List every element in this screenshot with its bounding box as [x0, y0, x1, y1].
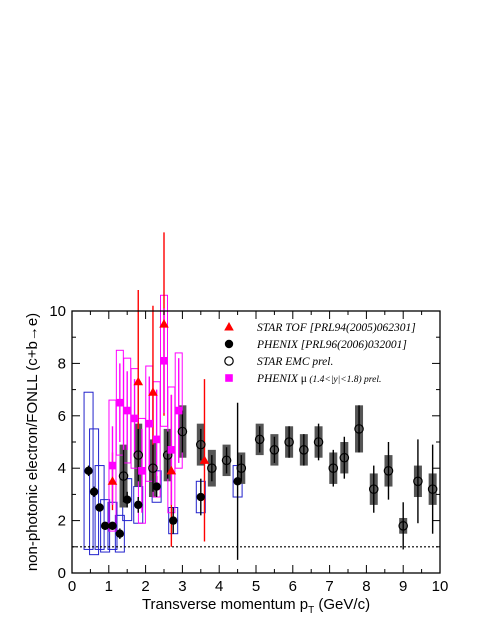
star-emc-point: [269, 445, 280, 455]
star-emc-point: [299, 445, 309, 455]
star-emc-point: [177, 426, 188, 437]
x-tick-label: 8: [362, 578, 370, 595]
phenix-point: [196, 492, 205, 502]
statistical-error-layer: [87, 232, 434, 560]
star-emc-point: [339, 452, 350, 463]
phenix-mu-point: [160, 356, 168, 365]
marker-layer: [84, 319, 438, 538]
x-tick-label: 6: [289, 578, 297, 595]
star-tof-point: [148, 387, 158, 396]
phenix-mu-point: [152, 435, 161, 444]
star-tof-point: [159, 319, 169, 328]
star-emc-point: [254, 434, 265, 445]
phenix-point: [100, 521, 110, 531]
star-emc-point: [284, 437, 294, 447]
star-emc-point: [148, 463, 158, 473]
phenix-point: [134, 500, 143, 510]
x-tick-label: 3: [178, 578, 186, 595]
star-tof-point: [133, 376, 144, 386]
legend-label-phenix: PHENIX [PRL96(2006)032001]: [256, 339, 407, 351]
x-tick-label: 9: [399, 578, 407, 595]
legend-label-phenix-mu: PHENIX μ (1.4<|y|<1.8) prel.: [256, 373, 381, 385]
x-axis-title: Transverse momentum pT (GeV/c): [142, 596, 370, 616]
y-tick-label: 10: [49, 303, 66, 320]
y-tick-label: 4: [58, 460, 66, 477]
star-emc-point: [207, 463, 217, 473]
phenix-mu-point: [116, 398, 124, 407]
star-emc-point: [413, 476, 423, 487]
y-tick-label: 0: [58, 565, 66, 582]
phenix-mu-point: [145, 419, 154, 428]
phenix-sys-box: [83, 391, 94, 550]
legend-marker-phenix: [224, 339, 234, 349]
phenix-sys-box: [94, 465, 105, 550]
legend-marker-phenix-mu: [225, 374, 233, 382]
phenix-point: [169, 516, 178, 525]
phenix-sys-box: [114, 514, 125, 553]
y-axis-title: non-photonic electron/FONLL (c+b→e): [24, 313, 41, 571]
legend-marker-star-tof: [224, 322, 234, 331]
star-emc-point: [368, 484, 379, 494]
systematic-error-layer: [83, 294, 437, 556]
phenix-sys-box: [89, 428, 100, 556]
star-emc-point: [118, 471, 129, 481]
phenix-point: [108, 521, 117, 531]
phenix-mu-point: [174, 406, 183, 415]
star-emc-point: [236, 463, 247, 473]
phenix-point: [233, 477, 242, 486]
phenix-point: [89, 487, 99, 496]
star-emc-point: [383, 466, 394, 476]
star-tof-point: [166, 465, 177, 475]
legend-label-star-emc: STAR EMC prel.: [257, 356, 333, 368]
axis-ticks: 0 1 2 3 4 5 6 7 8 9 10 0 2 4 6 8 10: [49, 303, 448, 595]
legend-markers: [224, 322, 234, 382]
star-emc-point: [221, 455, 232, 466]
y-tick-label: 6: [58, 408, 66, 425]
phenix-mu-point: [130, 414, 139, 423]
phenix-mu-point: [167, 446, 176, 454]
x-tick-label: 1: [105, 578, 113, 595]
phenix-point: [115, 529, 125, 538]
phenix-point: [95, 503, 104, 512]
phenix-point: [123, 495, 132, 504]
star-emc-point: [196, 439, 206, 450]
star-emc-point: [427, 484, 438, 494]
star-tof-point: [107, 476, 118, 485]
star-emc-point: [328, 463, 339, 473]
y-tick-label: 8: [58, 355, 66, 372]
star-emc-point: [398, 521, 408, 531]
x-tick-label: 0: [68, 578, 76, 595]
phenix-mu-point: [123, 406, 131, 415]
star-emc-point: [354, 424, 364, 434]
x-tick-label: 2: [141, 578, 149, 595]
phenix-point: [152, 482, 161, 491]
legend-marker-star-emc: [224, 356, 234, 366]
legend: STAR TOF [PRL94(2005)062301] PHENIX [PRL…: [224, 322, 416, 385]
x-tick-label: 5: [252, 578, 260, 595]
phenix-point: [84, 466, 93, 476]
x-tick-label: 7: [325, 578, 333, 595]
legend-label-star-tof: STAR TOF [PRL94(2005)062301]: [257, 322, 416, 334]
x-tick-label: 10: [432, 578, 449, 595]
x-tick-label: 4: [215, 578, 223, 595]
star-emc-point: [133, 450, 144, 460]
phenix-mu-point: [138, 467, 146, 475]
star-emc-point: [313, 437, 324, 447]
phenix-mu-point: [108, 461, 117, 470]
y-tick-label: 2: [58, 513, 66, 530]
star-tof-point: [199, 455, 210, 464]
